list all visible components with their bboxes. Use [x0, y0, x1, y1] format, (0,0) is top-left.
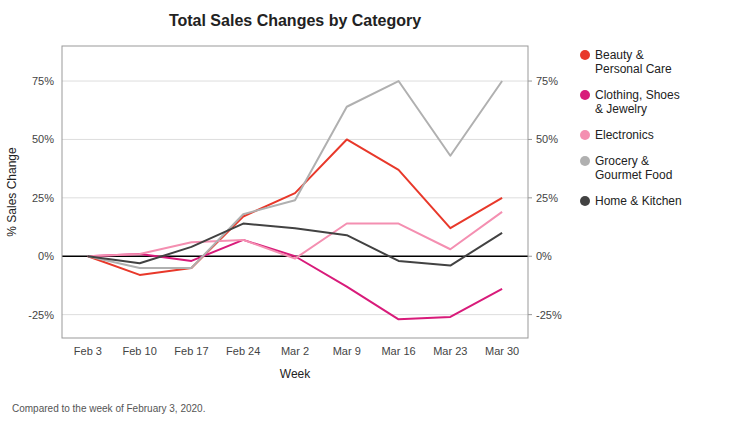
title: Total Sales Changes by Category [169, 12, 421, 29]
y2-tick-label: 0% [536, 250, 552, 262]
grid-line [62, 314, 528, 315]
y2-tick [528, 81, 532, 82]
x-tick-label: Feb 10 [123, 345, 157, 357]
legend-label: Clothing, Shoes& Jewelry [595, 88, 680, 116]
y2-tick [528, 197, 532, 198]
grid-line [62, 139, 528, 140]
x-tick-label: Mar 2 [281, 345, 309, 357]
y-axis-label: % Sales Change [5, 147, 19, 237]
chart: Total Sales Changes by Category -25% 0% 25%… [0, 0, 738, 422]
y-tick-label: 50% [32, 133, 54, 145]
y2-tick-label: 75% [536, 75, 558, 87]
legend-label: Electronics [595, 128, 654, 142]
series-line [88, 224, 502, 266]
lines [88, 81, 502, 319]
legend-marker [580, 130, 590, 140]
x-tick-label: Mar 16 [381, 345, 415, 357]
legend: Beauty &Personal Care Clothing, Shoes& Je… [580, 48, 682, 208]
y2-tick-label: 50% [536, 133, 558, 145]
x-tick-label: Mar 23 [433, 345, 467, 357]
x-tick-label: Feb 17 [174, 345, 208, 357]
y-tick-label: 0% [38, 250, 54, 262]
y-tick-label: 25% [32, 192, 54, 204]
y2-tick [528, 139, 532, 140]
x-tick-label: Mar 9 [333, 345, 361, 357]
legend-marker [580, 196, 590, 206]
x-axis-label: Week [280, 367, 311, 381]
legend-marker [580, 50, 590, 60]
x-tick-label: Feb 3 [74, 345, 102, 357]
y2-tick-label: -25% [536, 309, 562, 321]
x-tick-label: Mar 30 [485, 345, 519, 357]
y-tick-label: -25% [28, 309, 54, 321]
y2-tick [528, 314, 532, 315]
x-tick-label: Feb 24 [226, 345, 260, 357]
legend-label: Beauty &Personal Care [595, 48, 672, 76]
grid-line [62, 81, 528, 82]
legend-label: Grocery &Gourmet Food [595, 154, 672, 182]
plot-frame [62, 46, 528, 338]
series-line [88, 212, 502, 259]
y2-tick [528, 256, 532, 257]
legend-label: Home & Kitchen [595, 194, 682, 208]
y2-tick-label: 25% [536, 192, 558, 204]
y-tick-label: 75% [32, 75, 54, 87]
legend-marker [580, 156, 590, 166]
footnote: Compared to the week of February 3, 2020… [12, 403, 205, 414]
series-line [88, 81, 502, 268]
legend-marker [580, 90, 590, 100]
